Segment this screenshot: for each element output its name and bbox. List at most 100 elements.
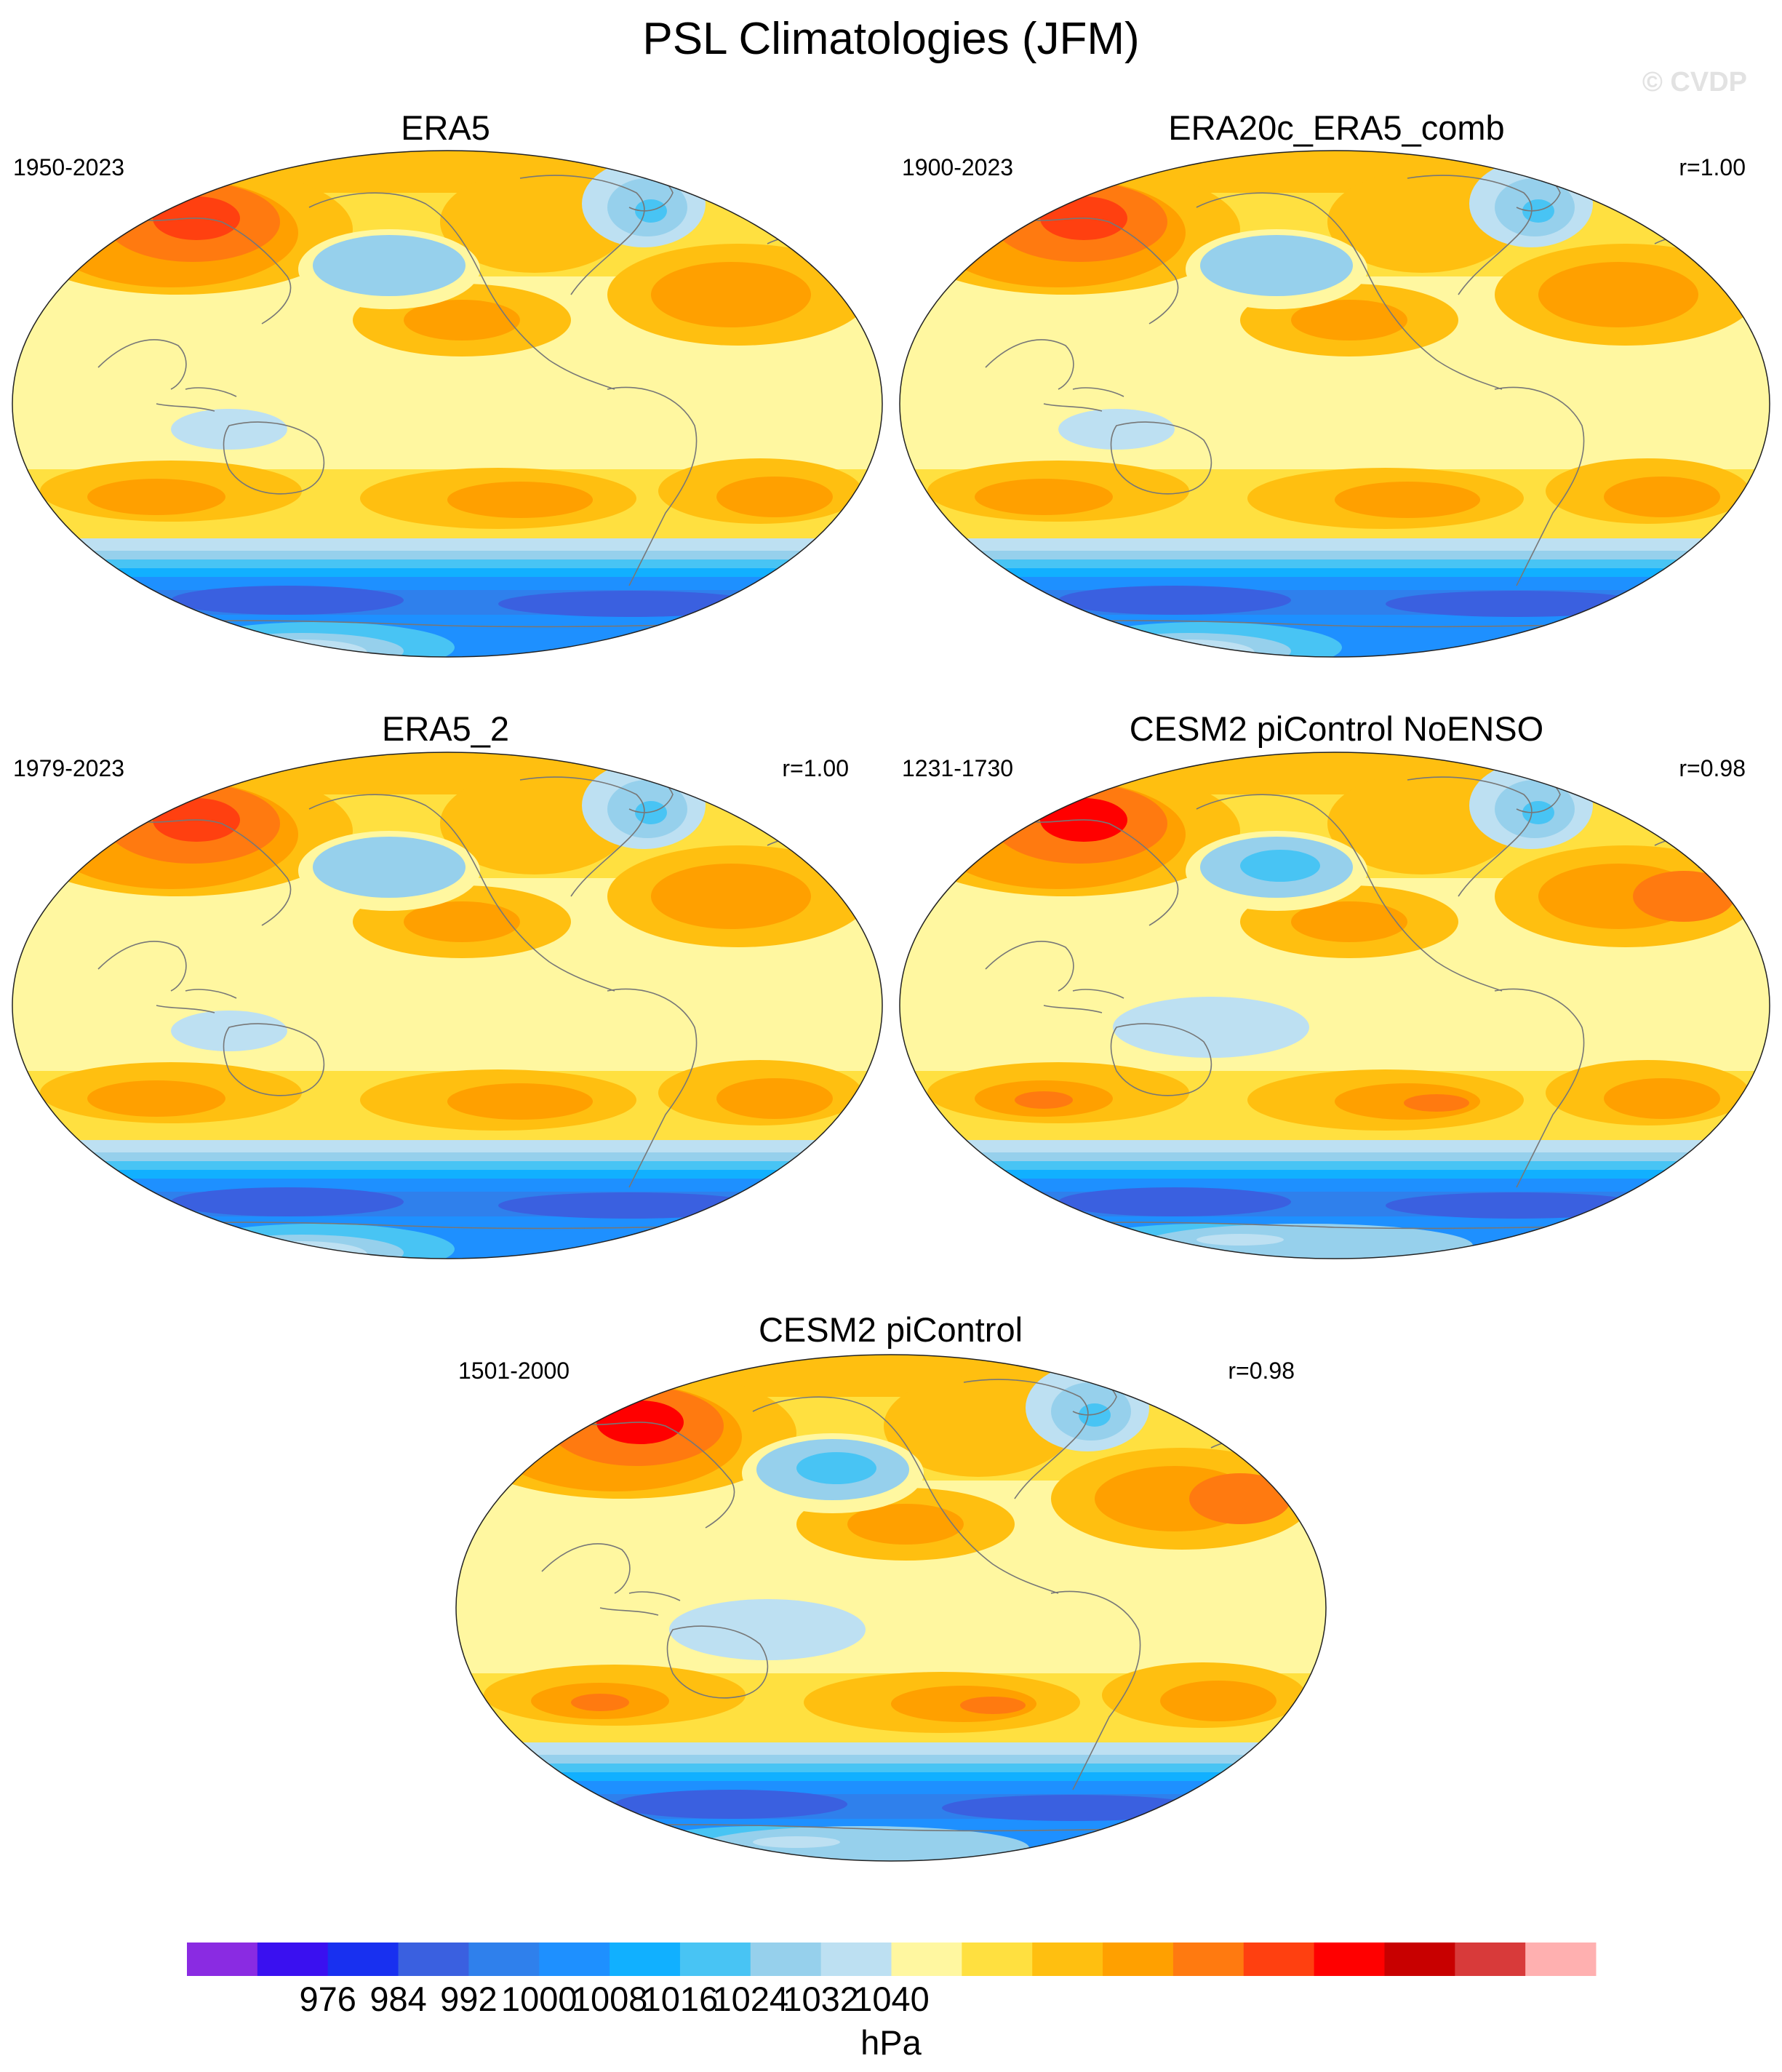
map-region xyxy=(716,1078,833,1119)
colorbar-tick-label: 1000 xyxy=(500,1980,578,2018)
map-region xyxy=(12,1152,882,1163)
colorbar-swatch xyxy=(679,1942,751,1976)
map-region xyxy=(1015,1091,1073,1109)
colorbar-swatch xyxy=(1172,1942,1244,1976)
map-region xyxy=(87,1080,225,1117)
map-region xyxy=(1058,1187,1291,1216)
map-panel-era5-2 xyxy=(12,752,883,1259)
panel-title-cesm2-picontrol-noenso: CESM2 piControl NoENSO xyxy=(1129,709,1544,748)
panel-title-era5-2: ERA5_2 xyxy=(381,709,510,748)
map-region xyxy=(447,482,593,518)
panel-corr-cesm2-picontrol: r=0.98 xyxy=(1228,1358,1295,1384)
map-region xyxy=(1204,1812,1262,1826)
colorbar-tick-label: 1040 xyxy=(853,1980,930,2018)
map-region xyxy=(967,1213,1018,1227)
colorbar-swatch xyxy=(1032,1942,1103,1976)
coastline xyxy=(185,989,237,999)
map-region xyxy=(1633,871,1735,922)
map-panel-era20c-era5-comb xyxy=(899,150,1770,658)
coastline xyxy=(541,1543,631,1594)
map-panel-cesm2-picontrol-noenso xyxy=(899,752,1770,1259)
coastline xyxy=(607,988,698,1188)
map-region xyxy=(12,1161,882,1171)
panel-period-cesm2-picontrol-noenso: 1231-1730 xyxy=(902,755,1014,781)
map-region xyxy=(1058,409,1175,450)
map-region xyxy=(12,1170,882,1180)
coastline xyxy=(1196,192,1503,390)
map-region xyxy=(796,1452,876,1484)
coastline xyxy=(308,794,615,992)
coastline xyxy=(308,192,615,390)
map-region xyxy=(942,1795,1204,1821)
watermark: © CVDP xyxy=(1642,67,1747,97)
figure-title: PSL Climatologies (JFM) xyxy=(642,14,1140,64)
colorbar-swatch xyxy=(962,1942,1033,1976)
colorbar-swatch xyxy=(750,1942,822,1976)
map-region xyxy=(12,551,882,561)
map-region xyxy=(900,551,1770,561)
map-region xyxy=(12,1140,882,1155)
map-region xyxy=(651,262,811,327)
map-region xyxy=(900,752,1770,794)
coastline xyxy=(1043,1005,1103,1013)
map-region xyxy=(313,837,466,898)
coastline xyxy=(156,1005,215,1013)
map-region xyxy=(1160,1681,1276,1721)
map-panel-era5 xyxy=(12,150,883,658)
coastline xyxy=(223,1023,325,1096)
map-region xyxy=(456,1755,1326,1765)
coastline xyxy=(607,386,698,586)
coastline xyxy=(185,387,237,397)
map-region xyxy=(1291,300,1407,340)
map-region xyxy=(900,1161,1770,1171)
map-region xyxy=(1291,901,1407,942)
map-region xyxy=(524,1815,575,1830)
map-region xyxy=(1200,235,1353,296)
map-region xyxy=(615,1790,847,1819)
map-region xyxy=(12,538,882,553)
map-region xyxy=(1604,1078,1720,1119)
colorbar-tick-label: 1016 xyxy=(642,1980,719,2018)
coastline xyxy=(1050,1590,1141,1790)
map-region xyxy=(498,1192,760,1219)
map-region xyxy=(171,586,404,615)
map-region xyxy=(440,773,629,874)
map-region xyxy=(456,1772,1326,1782)
map-region xyxy=(171,1011,287,1051)
map-region xyxy=(1604,477,1720,517)
colorbar-swatch xyxy=(539,1942,610,1976)
coastline xyxy=(666,1625,769,1699)
colorbar-tick-label: 992 xyxy=(440,1980,498,2018)
map-region xyxy=(12,568,882,578)
panel-corr-cesm2-picontrol-noenso: r=0.98 xyxy=(1679,755,1746,781)
coastline xyxy=(1407,175,1533,295)
colorbar xyxy=(187,1942,1597,1976)
colorbar-tick-label: 976 xyxy=(299,1980,356,2018)
coastline xyxy=(97,941,187,992)
coastline xyxy=(156,403,215,412)
coastline xyxy=(752,1396,1059,1594)
panel-title-era20c-era5-comb: ERA20c_ERA5_comb xyxy=(1168,108,1505,147)
colorbar-swatch xyxy=(398,1942,469,1976)
map-region xyxy=(404,901,520,942)
map-region xyxy=(753,1836,840,1848)
map-region xyxy=(900,559,1770,570)
map-region xyxy=(900,538,1770,553)
map-region xyxy=(12,752,882,794)
map-region xyxy=(171,409,287,450)
panel-title-era5: ERA5 xyxy=(401,108,490,147)
map-region xyxy=(498,591,760,617)
panel-period-era20c-era5-comb: 1900-2023 xyxy=(902,154,1014,180)
coastline xyxy=(1072,387,1124,397)
coastline xyxy=(985,941,1074,992)
map-region xyxy=(960,1697,1026,1714)
map-region xyxy=(456,1764,1326,1774)
map-region xyxy=(1538,262,1698,327)
colorbar-swatch xyxy=(1525,1942,1597,1976)
map-region xyxy=(1189,1473,1291,1524)
panel-period-era5-2: 1979-2023 xyxy=(13,755,125,781)
map-outline xyxy=(12,150,883,658)
map-region xyxy=(1386,591,1647,617)
map-region xyxy=(900,1140,1770,1155)
coastline xyxy=(1407,776,1533,897)
